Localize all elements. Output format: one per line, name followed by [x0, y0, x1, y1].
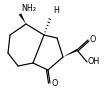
Text: OH: OH [88, 57, 100, 66]
Text: NH₂: NH₂ [21, 4, 36, 13]
Text: O: O [89, 36, 95, 44]
Polygon shape [63, 49, 78, 57]
Polygon shape [19, 13, 26, 24]
Text: H: H [53, 6, 59, 15]
Text: O: O [52, 78, 58, 87]
